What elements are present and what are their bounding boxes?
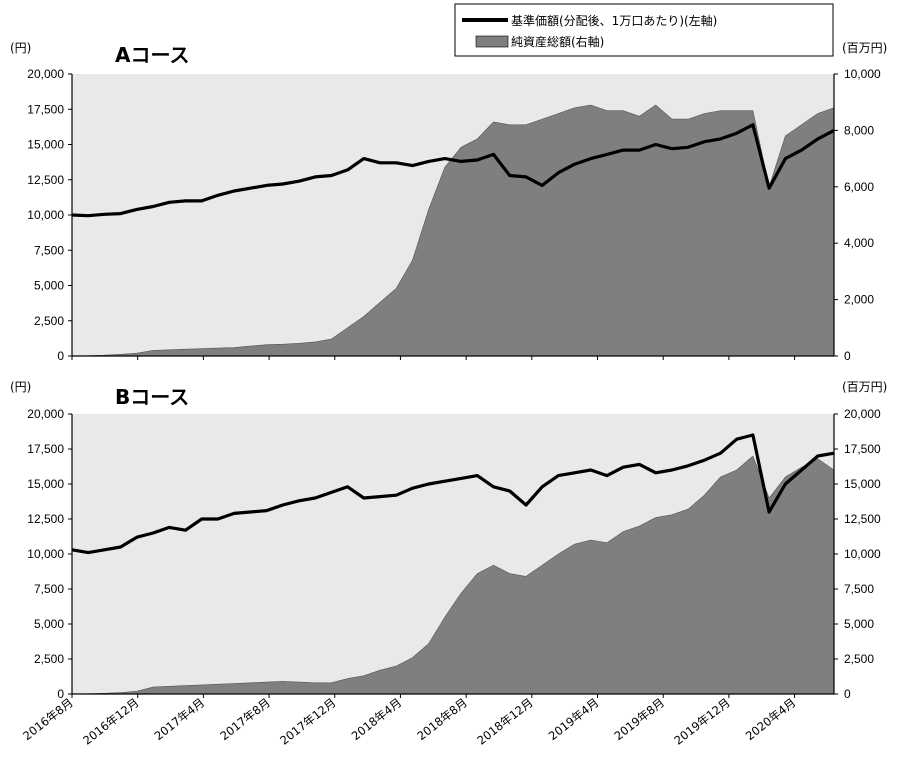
left-tick-label: 10,000 [27, 208, 64, 222]
left-tick-label: 2,500 [34, 314, 64, 328]
right-tick-label: 6,000 [844, 180, 874, 194]
net-assets-area [71, 455, 835, 695]
net-assets-area [71, 104, 835, 357]
right-tick-label: 10,000 [844, 67, 881, 81]
left-tick-label: 0 [57, 349, 64, 363]
left-tick-label: 5,000 [34, 279, 64, 293]
nav-line [71, 433, 835, 555]
x-axis-labels: 2016年8月 2016年12月 2017年4月 2017年8月 2017年12月 201… [20, 695, 798, 747]
panel-b-texts: (円) Bコース (百万円) [10, 380, 887, 409]
legend-box [454, 3, 834, 57]
right-tick-label: 20,000 [844, 407, 881, 421]
panel-b-right-unit: (百万円) [842, 380, 887, 394]
right-tick-label: 2,000 [844, 293, 874, 307]
right-tick-label: 0 [844, 687, 851, 701]
nav-line [71, 123, 835, 218]
right-tick-label: 8,000 [844, 123, 874, 137]
left-tick-label: 15,000 [27, 138, 64, 152]
panel-a-plot: 20,000 17,500 15,000 12,500 10,000 7,500 5,000… [27, 67, 881, 363]
right-tick-label: 0 [844, 349, 851, 363]
left-tick-label: 12,500 [27, 173, 64, 187]
x-tick-label: 2019年12月 [671, 695, 732, 747]
panel-a-title: Aコース [115, 43, 189, 67]
right-tick-label: 7,500 [844, 582, 874, 596]
panel-a-left-unit: (円) [10, 41, 31, 55]
left-tick-label: 17,500 [27, 442, 64, 456]
legend-line-label: 基準価額(分配後、1万口あたり)(左軸) [511, 13, 717, 28]
left-tick-label: 5,000 [34, 617, 64, 631]
x-tick-label: 2019年8月 [611, 695, 667, 743]
left-tick-label: 0 [57, 687, 64, 701]
x-tick-label: 2016年12月 [80, 695, 141, 747]
legend-area-swatch [475, 35, 509, 48]
left-tick-label: 20,000 [27, 67, 64, 81]
panel-a-right-unit: (百万円) [842, 41, 887, 55]
panel-b-plot: 20,000 17,500 15,000 12,500 10,000 7,500 5,000… [27, 407, 881, 701]
x-tick-label: 2017年12月 [277, 695, 338, 747]
x-tick-label: 2018年8月 [414, 695, 470, 743]
legend: 基準価額(分配後、1万口あたり)(左軸) 純資産総額(右軸) [454, 3, 834, 57]
x-tick-label: 2016年8月 [20, 695, 76, 743]
left-tick-label: 7,500 [34, 582, 64, 596]
x-tick-label: 2020年4月 [743, 695, 799, 743]
left-tick-label: 7,500 [34, 243, 64, 257]
panel-b-left-unit: (円) [10, 380, 31, 394]
right-tick-label: 10,000 [844, 547, 881, 561]
legend-area-label: 純資産総額(右軸) [511, 34, 604, 49]
left-tick-label: 17,500 [27, 102, 64, 116]
x-tick-label: 2017年8月 [217, 695, 273, 743]
right-tick-label: 5,000 [844, 617, 874, 631]
panel-b-title: Bコース [115, 385, 189, 409]
right-tick-label: 17,500 [844, 442, 881, 456]
x-tick-label: 2018年12月 [474, 695, 535, 747]
left-tick-label: 15,000 [27, 477, 64, 491]
right-tick-label: 2,500 [844, 652, 874, 666]
left-tick-label: 20,000 [27, 407, 64, 421]
x-tick-label: 2017年4月 [152, 695, 208, 743]
right-tick-label: 12,500 [844, 512, 881, 526]
x-tick-label: 2019年4月 [546, 695, 602, 743]
right-tick-label: 15,000 [844, 477, 881, 491]
left-tick-label: 2,500 [34, 652, 64, 666]
left-tick-label: 10,000 [27, 547, 64, 561]
panel-a-texts: (円) Aコース (百万円) [10, 41, 887, 67]
right-tick-label: 4,000 [844, 236, 874, 250]
x-tick-label: 2018年4月 [349, 695, 405, 743]
left-tick-label: 12,500 [27, 512, 64, 526]
